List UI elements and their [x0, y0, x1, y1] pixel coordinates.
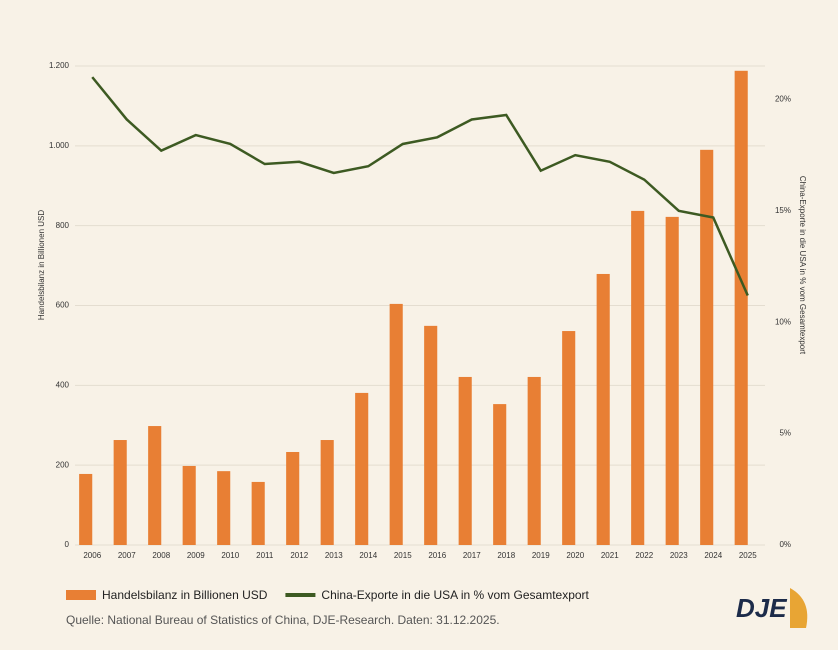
- bar: [700, 149, 714, 545]
- x-tick-label: 2010: [221, 551, 239, 560]
- legend-label: Handelsbilanz in Billionen USD: [102, 588, 268, 602]
- y-tick-label: 800: [56, 221, 70, 230]
- y-tick-label: 0: [65, 540, 70, 549]
- bar: [79, 473, 93, 545]
- bar: [389, 303, 403, 545]
- y-tick-label: 200: [56, 460, 70, 469]
- bar: [631, 210, 645, 545]
- bar: [665, 216, 679, 545]
- y-axis-title: Handelsbilanz in Billionen USD: [37, 210, 46, 321]
- line: [91, 76, 749, 296]
- x-tick-label: 2018: [497, 551, 515, 560]
- bar: [424, 325, 438, 545]
- y2-tick-label: 15%: [775, 206, 791, 215]
- bar: [251, 481, 265, 545]
- logo-sail: [790, 588, 808, 628]
- x-tick-label: 2020: [566, 551, 584, 560]
- y2-tick-label: 5%: [779, 429, 791, 438]
- x-tick-label: 2006: [83, 551, 101, 560]
- y-tick-label: 1.000: [49, 141, 70, 150]
- y2-tick-label: 0%: [779, 540, 791, 549]
- legend-label: China-Exporte in die USA in % vom Gesamt…: [321, 588, 589, 602]
- y-tick-label: 400: [56, 380, 70, 389]
- bar: [286, 451, 300, 545]
- x-tick-label: 2014: [359, 551, 377, 560]
- x-tick-label: 2007: [118, 551, 136, 560]
- x-tick-label: 2019: [532, 551, 550, 560]
- x-tick-label: 2008: [152, 551, 170, 560]
- source-note: Quelle: National Bureau of Statistics of…: [66, 613, 500, 627]
- x-tick-label: 2021: [601, 551, 619, 560]
- y2-tick-label: 20%: [775, 95, 791, 104]
- logo: DJE: [736, 593, 787, 623]
- bar: [182, 465, 196, 545]
- x-tick-label: 2012: [290, 551, 308, 560]
- bar: [562, 331, 576, 545]
- y-tick-label: 1.200: [49, 61, 70, 70]
- x-tick-label: 2015: [394, 551, 412, 560]
- x-tick-label: 2011: [256, 551, 274, 560]
- bar: [217, 471, 231, 545]
- x-tick-label: 2025: [739, 551, 757, 560]
- bar: [734, 70, 748, 545]
- x-tick-label: 2017: [463, 551, 481, 560]
- bar: [355, 392, 369, 545]
- bar: [148, 426, 162, 545]
- bar: [458, 376, 472, 545]
- legend-swatch: [285, 593, 316, 597]
- legend-swatch: [66, 590, 96, 600]
- y2-axis-title: China-Exporte in die USA in % vom Gesamt…: [798, 176, 807, 355]
- x-tick-label: 2016: [428, 551, 446, 560]
- x-tick-label: 2009: [187, 551, 205, 560]
- bar: [493, 404, 507, 545]
- x-tick-label: 2022: [635, 551, 653, 560]
- bar: [320, 440, 334, 545]
- bar: [596, 273, 610, 545]
- bar: [113, 440, 127, 545]
- bar: [527, 376, 541, 545]
- x-tick-label: 2013: [325, 551, 343, 560]
- x-tick-label: 2024: [704, 551, 722, 560]
- y2-tick-label: 10%: [775, 317, 791, 326]
- x-tick-label: 2023: [670, 551, 688, 560]
- y-tick-label: 600: [56, 301, 70, 310]
